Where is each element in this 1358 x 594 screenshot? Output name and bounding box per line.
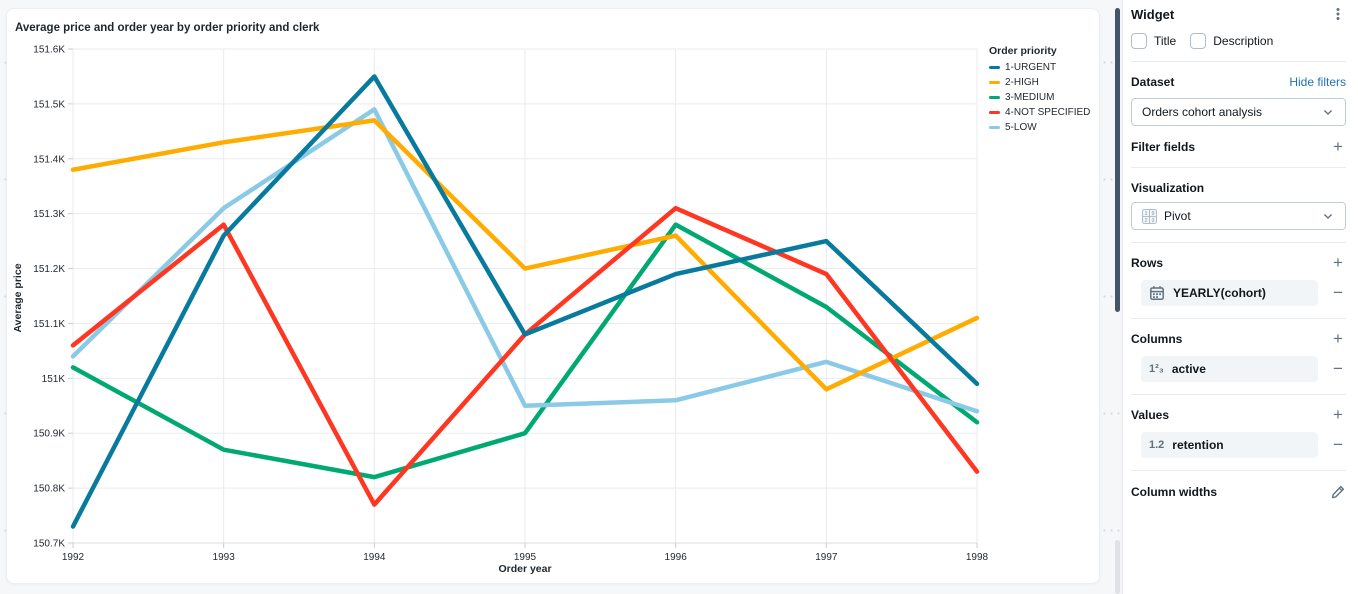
values-label: Values xyxy=(1131,408,1170,422)
dashboard-canvas: Average price and order year by order pr… xyxy=(0,0,1122,594)
svg-text:150.8K: 150.8K xyxy=(33,484,65,495)
legend-label: 4-NOT SPECIFIED xyxy=(1005,107,1091,118)
svg-text:1998: 1998 xyxy=(966,552,989,563)
add-filter-field-button[interactable]: + xyxy=(1333,137,1343,156)
rows-label: Rows xyxy=(1131,256,1164,270)
legend-title: Order priority xyxy=(989,45,1057,57)
chart-title: Average price and order year by order pr… xyxy=(15,22,320,34)
dataset-select[interactable]: Orders cohort analysis xyxy=(1131,98,1346,126)
checkbox-icon xyxy=(1190,32,1207,49)
svg-text:151.5K: 151.5K xyxy=(33,99,65,110)
divider xyxy=(1131,167,1346,168)
filter-fields-label: Filter fields xyxy=(1131,140,1196,154)
legend-label: 2-HIGH xyxy=(1005,77,1039,88)
svg-text:1996: 1996 xyxy=(665,552,688,563)
value-field-retention[interactable]: 1.2 retention xyxy=(1141,432,1318,458)
chevron-down-icon xyxy=(1321,209,1335,223)
legend-item[interactable]: 3-MEDIUM xyxy=(989,92,1099,103)
svg-text:1997: 1997 xyxy=(815,552,838,563)
series-line-3-MEDIUM xyxy=(70,222,980,480)
pivot-icon: 1 9 2 3 xyxy=(1142,208,1157,224)
legend-item[interactable]: 1-URGENT xyxy=(989,62,1099,73)
value-field-name: retention xyxy=(1172,438,1224,452)
dataset-select-value: Orders cohort analysis xyxy=(1142,105,1263,119)
legend-label: 1-URGENT xyxy=(1005,62,1057,73)
divider xyxy=(1131,318,1346,319)
x-axis-label: Order year xyxy=(498,563,551,575)
svg-text:1992: 1992 xyxy=(62,552,85,563)
visualization-label: Visualization xyxy=(1131,181,1205,195)
svg-text:1: 1 xyxy=(1145,211,1148,217)
svg-text:9: 9 xyxy=(1152,211,1155,217)
remove-value-field-button[interactable]: − xyxy=(1333,435,1343,454)
decimal-type-icon: 1.2 xyxy=(1149,439,1165,451)
edit-column-widths-button[interactable] xyxy=(1330,484,1346,500)
legend-swatch-icon xyxy=(989,66,1000,69)
divider xyxy=(1131,61,1346,62)
svg-text:151.1K: 151.1K xyxy=(33,319,65,330)
legend-swatch-icon xyxy=(989,126,1000,129)
svg-text:3: 3 xyxy=(1152,218,1155,224)
legend-swatch-icon xyxy=(989,96,1000,99)
svg-text:150.7K: 150.7K xyxy=(33,539,65,550)
add-row-field-button[interactable]: + xyxy=(1333,253,1343,272)
widget-config-panel: Widget Title Description Dataset Hide fi… xyxy=(1122,0,1358,594)
column-field-active[interactable]: 1²₃ active xyxy=(1141,356,1318,382)
series-line-5-LOW xyxy=(70,107,980,414)
legend-swatch-icon xyxy=(989,81,1000,84)
title-checkbox[interactable]: Title xyxy=(1131,32,1177,49)
legend-swatch-icon xyxy=(989,111,1000,114)
legend-label: 5-LOW xyxy=(1005,122,1037,133)
panel-title: Widget xyxy=(1131,6,1175,22)
remove-row-field-button[interactable]: − xyxy=(1333,283,1343,302)
chart-widget-card[interactable]: Average price and order year by order pr… xyxy=(6,8,1100,584)
svg-text:1993: 1993 xyxy=(213,552,236,563)
legend-item[interactable]: 2-HIGH xyxy=(989,77,1099,88)
dataset-label: Dataset xyxy=(1131,75,1175,89)
calendar-icon xyxy=(1149,285,1165,301)
legend-label: 3-MEDIUM xyxy=(1005,92,1055,103)
kebab-menu-icon[interactable] xyxy=(1330,6,1346,22)
add-value-field-button[interactable]: + xyxy=(1333,405,1343,424)
row-field-yearly-cohort[interactable]: YEARLY(cohort) xyxy=(1141,280,1318,306)
series-line-2-HIGH xyxy=(70,118,980,392)
checkbox-icon xyxy=(1131,32,1147,49)
title-checkbox-label: Title xyxy=(1154,33,1177,48)
column-widths-label: Column widths xyxy=(1131,485,1217,499)
chart-legend: Order priority 1-URGENT 2-HIGH 3-MEDIUM 4-N… xyxy=(989,45,1099,137)
visualization-select[interactable]: 1 9 2 3 Pivot xyxy=(1131,202,1346,230)
description-checkbox[interactable]: Description xyxy=(1190,32,1274,49)
row-field-name: YEARLY(cohort) xyxy=(1173,286,1266,300)
divider xyxy=(1131,394,1346,395)
chevron-down-icon xyxy=(1321,105,1335,119)
legend-item[interactable]: 5-LOW xyxy=(989,122,1099,133)
svg-text:151.4K: 151.4K xyxy=(33,154,65,165)
remove-column-field-button[interactable]: − xyxy=(1333,359,1343,378)
y-axis-label: Average price xyxy=(12,263,24,332)
hide-filters-link[interactable]: Hide filters xyxy=(1289,75,1346,89)
column-field-name: active xyxy=(1171,362,1206,376)
svg-text:1994: 1994 xyxy=(363,552,386,563)
svg-text:151.2K: 151.2K xyxy=(33,264,65,275)
svg-text:151K: 151K xyxy=(42,374,66,385)
canvas-scrollbar-track xyxy=(1115,540,1120,594)
svg-text:150.9K: 150.9K xyxy=(33,429,65,440)
svg-text:151.6K: 151.6K xyxy=(33,45,65,56)
divider xyxy=(1131,242,1346,243)
canvas-scrollbar-thumb[interactable] xyxy=(1115,8,1120,312)
legend-item[interactable]: 4-NOT SPECIFIED xyxy=(989,107,1099,118)
integer-type-icon: 1²₃ xyxy=(1149,363,1164,375)
columns-label: Columns xyxy=(1131,332,1183,346)
svg-text:1995: 1995 xyxy=(514,552,537,563)
divider xyxy=(1131,470,1346,471)
svg-text:2: 2 xyxy=(1145,218,1148,224)
add-column-field-button[interactable]: + xyxy=(1333,329,1343,348)
visualization-select-value: Pivot xyxy=(1164,209,1191,223)
description-checkbox-label: Description xyxy=(1213,33,1274,48)
svg-text:151.3K: 151.3K xyxy=(33,209,65,220)
line-chart: 150.7K 150.8K 150.9K 151K 151.1K 151.2K 151.3K… xyxy=(12,45,989,576)
series-line-1-URGENT xyxy=(70,74,980,529)
